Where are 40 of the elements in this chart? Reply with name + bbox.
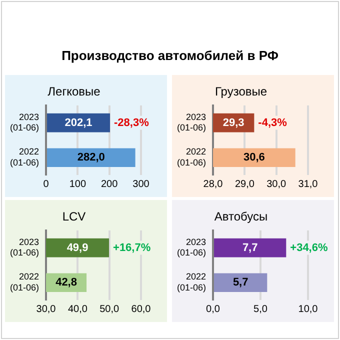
data-label: 49,9 (66, 242, 88, 254)
text: Производство автомобилей в РФ (60, 48, 280, 63)
data-label: 202,1 (64, 116, 92, 129)
x-tick-label: 30,0 (266, 178, 287, 190)
x-tick-label: 40,0 (68, 304, 88, 315)
y-tick-label: 2023 (01-06) (176, 236, 206, 258)
annotation: +34,6% (290, 242, 328, 254)
chart-title: Легковые (48, 84, 101, 99)
chart-title: Грузовые (214, 84, 268, 99)
data-label: 42,8 (56, 276, 77, 289)
data-label: 29,3 (222, 116, 244, 129)
x-tick-label: 29,0 (234, 178, 255, 190)
y-tick-label: 2023 (01-06) (10, 236, 40, 258)
x-tick-label: 5,0 (254, 304, 268, 315)
annotation: +16,7% (113, 242, 151, 254)
x-tick-label: 60,0 (131, 304, 152, 315)
y-tick-label: 2022 (01-06) (176, 146, 206, 168)
x-tick-label: 0,0 (206, 304, 220, 315)
chart-title: LCV (62, 210, 86, 224)
chart-title: Автобусы (214, 210, 268, 224)
x-tick-label: 100 (69, 178, 86, 190)
x-tick-label: 31,0 (298, 178, 318, 190)
x-tick-label: 0 (43, 178, 50, 190)
x-tick-label: 10,0 (298, 304, 318, 315)
x-tick-label: 30,0 (36, 304, 56, 315)
x-tick-label: 50,0 (100, 304, 120, 315)
y-tick-label: 2023 (01-06) (176, 112, 206, 133)
y-tick-label: 2023 (01-06) (10, 112, 40, 133)
data-label: 7,7 (242, 242, 258, 254)
data-label: 282,0 (77, 152, 105, 164)
data-label: 30,6 (243, 152, 265, 164)
data-label: 5,7 (232, 276, 248, 289)
annotation: -4,3% (258, 116, 288, 129)
x-tick-label: 28,0 (203, 178, 224, 190)
y-tick-label: 2022 (01-06) (176, 272, 206, 292)
y-tick-label: 2022 (01-06) (10, 146, 40, 168)
y-tick-label: 2022 (01-06) (10, 272, 40, 292)
x-tick-label: 300 (132, 178, 150, 190)
annotation: -28,3% (114, 116, 150, 129)
x-tick-label: 200 (100, 178, 118, 190)
